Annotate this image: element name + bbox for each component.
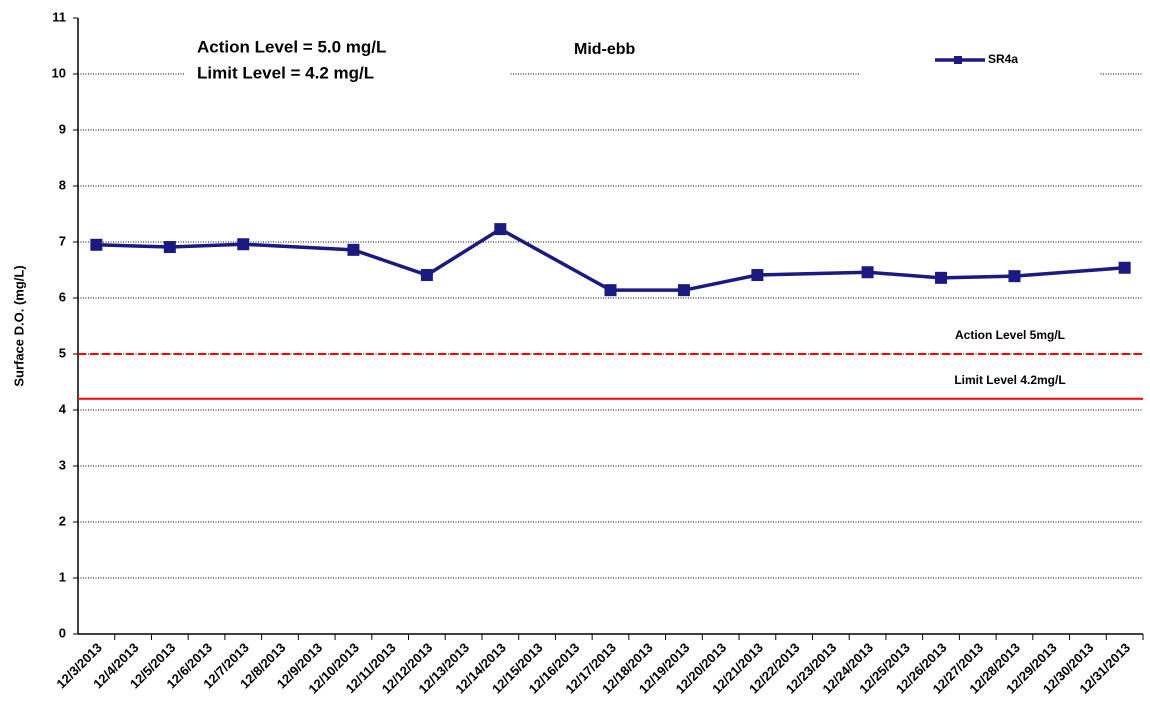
- y-tick-label: 7: [59, 233, 66, 248]
- legend-label: SR4a: [988, 52, 1018, 66]
- chart-title: Mid-ebb: [574, 41, 636, 58]
- data-point: [237, 238, 250, 251]
- y-tick-label: 4: [59, 401, 67, 416]
- data-point: [935, 271, 948, 284]
- y-tick-label: 1: [59, 569, 66, 584]
- reference-label: Limit Level 4.2mg/L: [954, 373, 1065, 387]
- data-point: [420, 269, 433, 282]
- y-tick-label: 8: [59, 177, 66, 192]
- series-line: [96, 227, 1125, 292]
- y-tick-label: 9: [59, 121, 66, 136]
- y-tick-label: 5: [59, 345, 66, 360]
- data-point: [1118, 261, 1131, 274]
- data-point: [751, 269, 764, 282]
- annotation: Limit Level = 4.2 mg/L: [197, 63, 374, 82]
- data-point: [494, 223, 507, 236]
- y-tick-label: 2: [59, 513, 66, 528]
- annotation-bg: [185, 34, 510, 92]
- legend-marker: [954, 56, 962, 64]
- data-point: [604, 284, 617, 297]
- data-point: [677, 284, 690, 297]
- data-point: [861, 266, 874, 279]
- y-tick-label: 6: [59, 289, 66, 304]
- data-point: [90, 238, 103, 251]
- y-tick-label: 3: [59, 457, 66, 472]
- data-point: [163, 241, 176, 254]
- y-tick-label: 11: [52, 9, 66, 24]
- data-point: [347, 243, 360, 256]
- reference-label: Action Level 5mg/L: [955, 328, 1065, 342]
- y-tick-label: 0: [59, 625, 66, 640]
- y-axis-label: Surface D.O. (mg/L): [11, 265, 26, 386]
- annotation: Action Level = 5.0 mg/L: [197, 37, 386, 56]
- data-point: [1008, 270, 1021, 283]
- y-tick-label: 10: [52, 65, 66, 80]
